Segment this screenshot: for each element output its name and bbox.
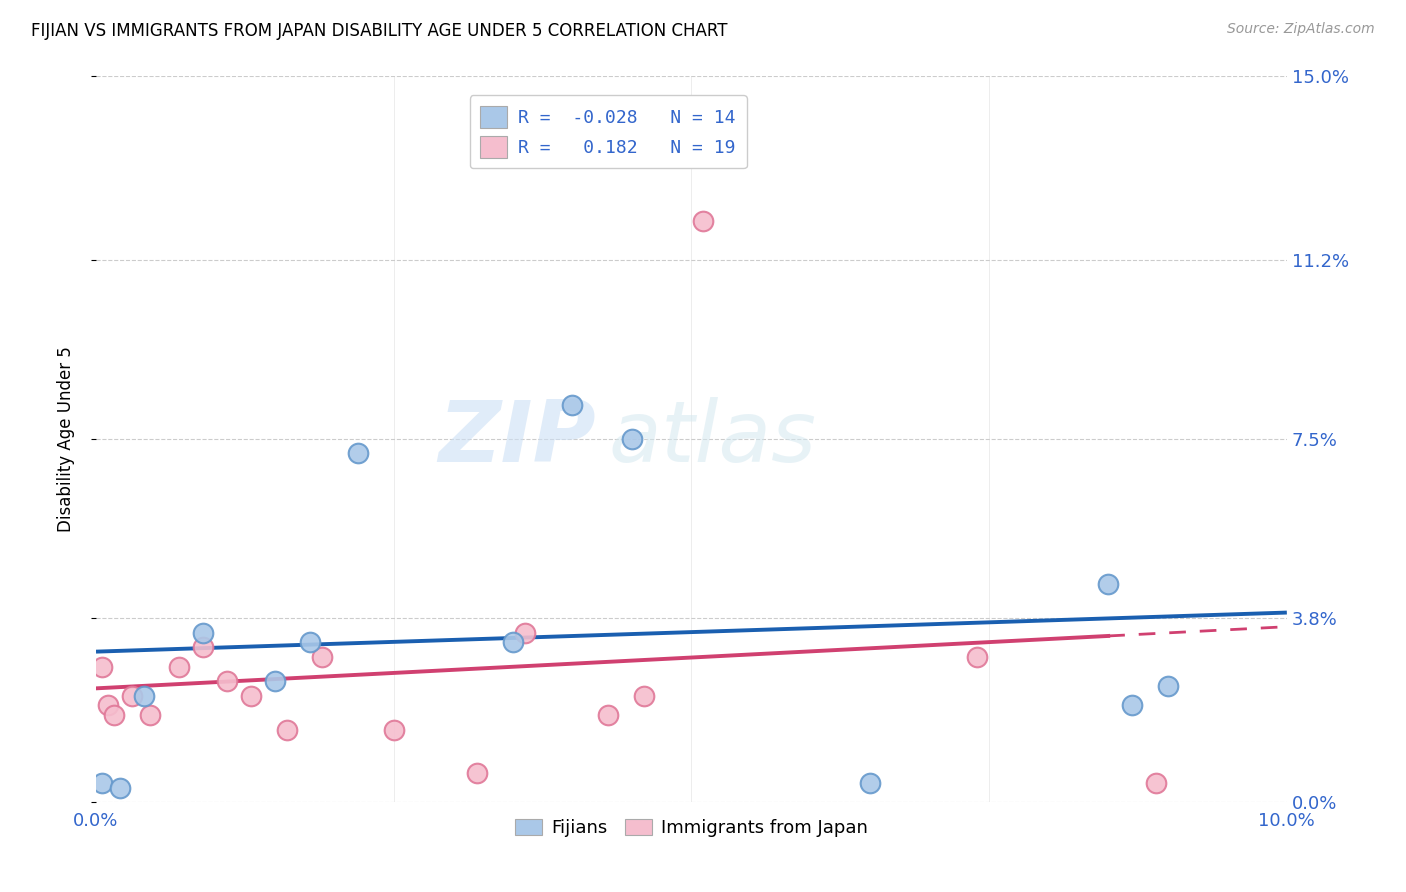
Point	[633, 689, 655, 703]
Text: ZIP: ZIP	[439, 398, 596, 481]
Point	[193, 640, 215, 655]
Point	[502, 635, 524, 649]
Point	[311, 649, 333, 664]
Point	[215, 674, 238, 689]
Text: FIJIAN VS IMMIGRANTS FROM JAPAN DISABILITY AGE UNDER 5 CORRELATION CHART: FIJIAN VS IMMIGRANTS FROM JAPAN DISABILI…	[31, 22, 727, 40]
Point	[91, 776, 114, 790]
Point	[513, 625, 536, 640]
Point	[561, 398, 583, 412]
Point	[596, 708, 619, 723]
Point	[859, 776, 882, 790]
Point	[138, 708, 160, 723]
Point	[347, 446, 370, 460]
Point	[966, 649, 988, 664]
Point	[382, 723, 405, 737]
Point	[103, 708, 125, 723]
Point	[1157, 679, 1180, 693]
Point	[239, 689, 262, 703]
Point	[1144, 776, 1167, 790]
Point	[299, 635, 322, 649]
Point	[91, 659, 114, 673]
Y-axis label: Disability Age Under 5: Disability Age Under 5	[58, 346, 75, 532]
Point	[169, 659, 191, 673]
Text: atlas: atlas	[607, 398, 815, 481]
Point	[263, 674, 285, 689]
Point	[1097, 577, 1119, 591]
Point	[465, 766, 488, 780]
Point	[97, 698, 120, 713]
Point	[108, 780, 131, 795]
Point	[121, 689, 143, 703]
Text: Source: ZipAtlas.com: Source: ZipAtlas.com	[1227, 22, 1375, 37]
Point	[1121, 698, 1143, 713]
Point	[692, 214, 714, 228]
Legend: Fijians, Immigrants from Japan: Fijians, Immigrants from Japan	[508, 812, 876, 844]
Point	[193, 625, 215, 640]
Point	[276, 723, 298, 737]
Point	[132, 689, 155, 703]
Point	[620, 432, 643, 446]
